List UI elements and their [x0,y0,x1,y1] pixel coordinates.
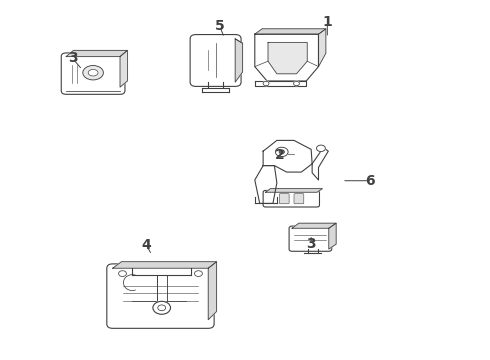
Circle shape [317,145,325,152]
Polygon shape [120,50,127,87]
Polygon shape [113,262,217,268]
Polygon shape [255,81,306,86]
Circle shape [275,147,288,157]
Polygon shape [255,166,277,203]
Circle shape [158,305,166,311]
FancyBboxPatch shape [190,35,241,86]
Text: 6: 6 [365,174,375,188]
Ellipse shape [88,69,98,76]
Text: 3: 3 [68,51,77,65]
Polygon shape [208,262,217,320]
Polygon shape [255,34,318,81]
FancyBboxPatch shape [61,53,125,94]
Circle shape [279,150,284,154]
FancyBboxPatch shape [279,194,289,204]
Polygon shape [66,50,127,57]
Polygon shape [292,223,336,228]
Ellipse shape [83,66,103,80]
Text: 3: 3 [306,237,316,251]
Text: 5: 5 [215,19,224,33]
Text: 2: 2 [274,148,284,162]
Text: 1: 1 [322,15,332,29]
Polygon shape [263,140,312,172]
FancyBboxPatch shape [107,264,214,328]
Circle shape [263,81,269,86]
Circle shape [294,81,299,86]
Polygon shape [318,29,326,67]
FancyBboxPatch shape [263,190,319,207]
Polygon shape [235,39,243,82]
Polygon shape [329,223,336,249]
FancyBboxPatch shape [294,194,304,204]
Circle shape [195,271,202,276]
Polygon shape [268,42,307,74]
FancyBboxPatch shape [289,226,332,251]
Polygon shape [312,148,328,180]
Circle shape [119,271,126,276]
Polygon shape [266,189,322,192]
Polygon shape [255,29,326,34]
Text: 4: 4 [141,238,151,252]
Circle shape [153,301,171,314]
